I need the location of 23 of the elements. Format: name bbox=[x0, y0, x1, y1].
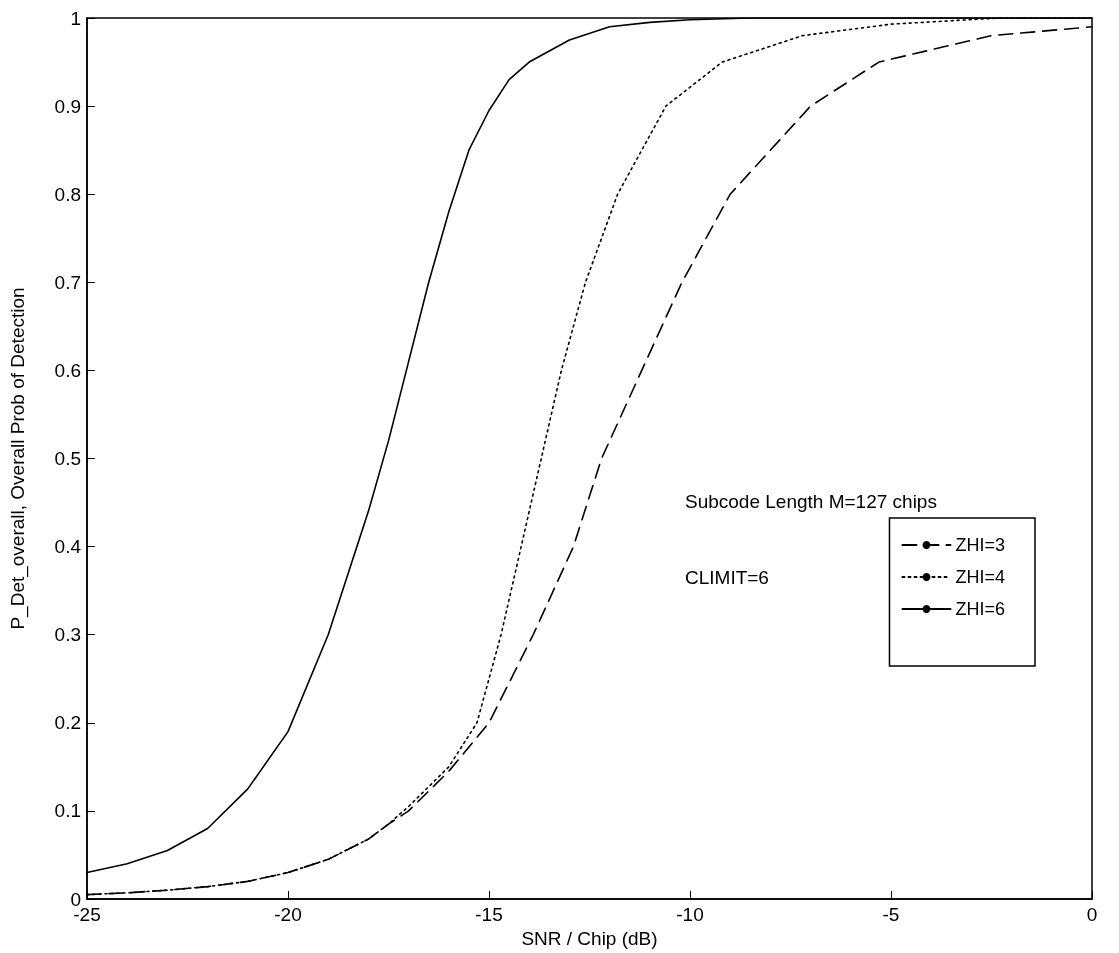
y-tick-label: 1 bbox=[70, 7, 81, 29]
y-tick-label: 0 bbox=[70, 888, 81, 910]
y-tick-label: 0.2 bbox=[54, 712, 81, 734]
legend-label: ZHI=6 bbox=[955, 599, 1006, 619]
y-axis-title: P_Det_overall, Overall Prob of Detection bbox=[7, 287, 29, 630]
legend-label: ZHI=3 bbox=[955, 535, 1006, 555]
y-tick-label: 0.5 bbox=[54, 448, 81, 469]
y-tick-label: 0.4 bbox=[54, 536, 82, 558]
x-tick-label: -5 bbox=[882, 904, 900, 925]
annotation: CLIMIT=6 bbox=[685, 567, 769, 588]
legend-label: ZHI=4 bbox=[955, 567, 1006, 587]
y-tick-label: 0.7 bbox=[54, 271, 81, 293]
x-tick-label: -20 bbox=[274, 904, 302, 925]
y-tick-label: 0.3 bbox=[54, 624, 81, 646]
y-tick-label: 0.8 bbox=[54, 183, 81, 205]
annotation: Subcode Length M=127 chips bbox=[685, 491, 937, 512]
y-tick-label: 0.6 bbox=[54, 359, 81, 381]
x-tick-label: -10 bbox=[676, 904, 704, 925]
y-tick-label: 0.1 bbox=[54, 800, 81, 822]
y-tick-label: 0.9 bbox=[54, 95, 81, 117]
x-axis-title: SNR / Chip (dB) bbox=[521, 928, 658, 949]
x-tick-label: -15 bbox=[475, 904, 503, 925]
x-tick-label: 0 bbox=[1086, 904, 1098, 925]
